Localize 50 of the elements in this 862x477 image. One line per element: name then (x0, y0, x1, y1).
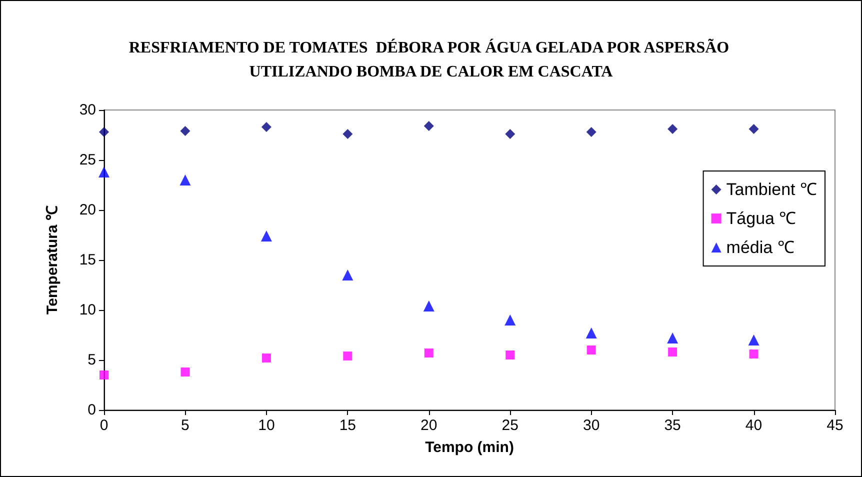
x-tick-label: 35 (664, 417, 681, 434)
point (668, 124, 678, 134)
y-axis-title: Temperatura ℃ (44, 206, 61, 314)
y-tick-label: 30 (79, 102, 96, 118)
x-tick-label: 10 (258, 417, 275, 434)
point (586, 346, 596, 354)
chart-title: RESFRIAMENTO DE TOMATES DÉBORA POR ÁGUA GELADA POR ASPERSÃO UTILIZANDO BOMBA DE CALOR EM CASCATA (128, 38, 734, 80)
point (749, 350, 758, 358)
y-tick-label: 0 (88, 402, 96, 418)
y-tick-label: 25 (79, 152, 96, 168)
x-tick-label: 0 (100, 417, 108, 434)
x-axis-title: Tempo (min) (425, 439, 514, 456)
legend-label: média ℃ (726, 238, 794, 257)
x-tick-label: 25 (502, 417, 518, 434)
point (586, 328, 597, 338)
point (668, 348, 678, 356)
x-tick-label: 15 (339, 417, 356, 434)
x-tick-label: 30 (582, 417, 600, 434)
point (99, 127, 109, 137)
point (261, 122, 272, 132)
x-tick-label: 45 (826, 417, 844, 434)
x-tick-label: 40 (745, 417, 762, 434)
x-tick-label: 5 (181, 417, 190, 434)
point (342, 270, 354, 280)
point (423, 300, 434, 312)
point (667, 332, 678, 344)
point (748, 124, 759, 134)
point (262, 354, 271, 362)
y-tick-label: 20 (79, 202, 96, 218)
legend-label: Tágua ℃ (726, 209, 796, 228)
point (424, 121, 434, 131)
legend-label: Tambient ℃ (726, 180, 817, 199)
point (504, 314, 516, 326)
point (586, 127, 596, 137)
point (342, 129, 353, 139)
point (506, 350, 515, 360)
point (180, 126, 190, 136)
x-tick-label: 20 (420, 417, 438, 434)
point (505, 129, 516, 139)
point (260, 230, 272, 242)
y-tick-label: 15 (79, 252, 96, 268)
point (180, 368, 190, 376)
point (98, 166, 110, 178)
y-tick-label: 5 (88, 352, 96, 368)
point (748, 334, 760, 346)
point (343, 352, 352, 360)
point (100, 370, 108, 380)
point (424, 348, 434, 358)
y-tick-label: 10 (79, 302, 96, 318)
point (180, 174, 191, 186)
